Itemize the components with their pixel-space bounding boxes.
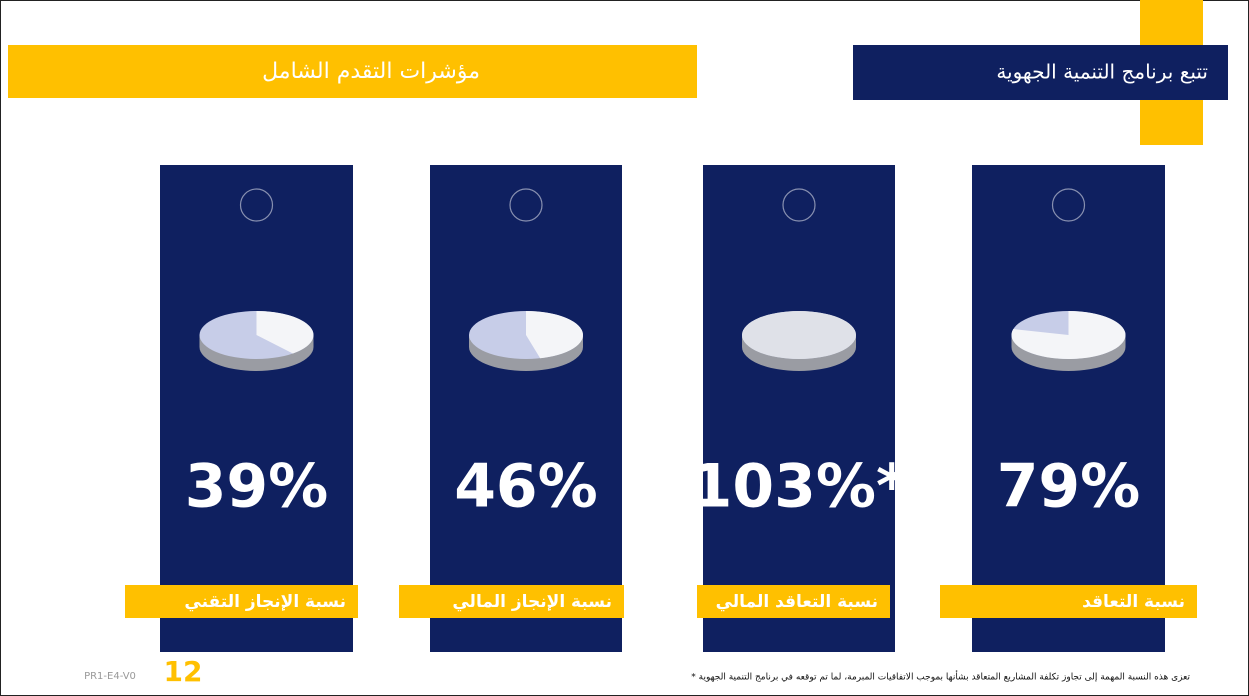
pie-slice [742, 311, 856, 359]
page-number: 12 [164, 655, 203, 688]
kpi-label: نسبة التعاقد المالي [716, 592, 878, 612]
card [430, 165, 622, 652]
icon [782, 188, 816, 222]
label-bar [399, 585, 624, 618]
pie-slice [256, 311, 314, 354]
footnote: * تعزى هذه النسبة المهمة إلى تجاوز تكلفة… [691, 670, 1190, 683]
kpi-label: نسبة الإنجاز التقني [184, 592, 346, 612]
kpi-label: نسبة التعاقد [1082, 592, 1185, 612]
doc-code: PR1-E4-V0 [84, 671, 136, 682]
label-bar [697, 585, 890, 618]
kpi-label: نسبة الإنجاز المالي [452, 592, 612, 612]
subtitle-bar [8, 45, 697, 98]
icon [509, 188, 543, 222]
kpi-value: 39% [185, 452, 329, 522]
kpi-value: 46% [454, 452, 598, 522]
label-bar [940, 585, 1197, 618]
icon [239, 188, 274, 222]
label-bar [125, 585, 358, 618]
icon [1051, 188, 1086, 222]
card [703, 165, 895, 652]
title-box [853, 45, 1228, 100]
pie-slice [1011, 311, 1126, 360]
card [972, 165, 1165, 652]
kpi-value: 79% [997, 452, 1141, 522]
subtitle: مؤشرات التقدم الشامل [262, 59, 480, 84]
pie-slice [526, 311, 583, 359]
title: تتبع برنامج التنمية الجهوية [996, 60, 1208, 84]
kpi-value: 103%* [691, 452, 908, 522]
card [160, 165, 353, 652]
